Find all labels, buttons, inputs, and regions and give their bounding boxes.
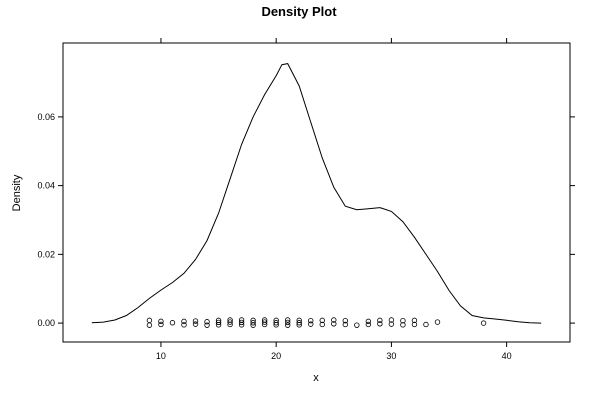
data-point bbox=[158, 318, 164, 325]
rug-points bbox=[146, 317, 487, 328]
data-point bbox=[434, 319, 441, 325]
axis-ticks bbox=[58, 38, 575, 347]
y-tick-label: 0.02 bbox=[37, 249, 55, 259]
x-tick-label: 10 bbox=[156, 351, 166, 361]
data-point bbox=[331, 317, 337, 323]
data-point bbox=[238, 319, 245, 326]
data-point bbox=[400, 317, 406, 324]
data-point bbox=[411, 317, 418, 324]
data-point bbox=[273, 320, 279, 326]
data-point bbox=[319, 317, 325, 324]
x-tick-label: 20 bbox=[271, 351, 281, 361]
x-axis-label: x bbox=[313, 372, 319, 384]
data-point bbox=[354, 322, 360, 328]
y-tick-label: 0.06 bbox=[37, 112, 55, 122]
data-point bbox=[331, 321, 337, 327]
data-point bbox=[342, 317, 349, 324]
data-point bbox=[388, 317, 395, 323]
axis-tick-labels: 10 20 30 40 0.00 0.02 0.04 0.06 bbox=[37, 112, 511, 361]
data-point bbox=[377, 321, 383, 327]
data-point bbox=[284, 322, 291, 328]
data-point bbox=[227, 321, 233, 328]
x-tick-label: 40 bbox=[502, 351, 512, 361]
data-point bbox=[215, 319, 222, 326]
data-point bbox=[238, 322, 245, 328]
data-point bbox=[342, 321, 349, 328]
data-point bbox=[181, 322, 187, 328]
chart-title: Density Plot bbox=[261, 4, 337, 19]
plot-frame bbox=[62, 42, 571, 343]
data-point bbox=[250, 320, 256, 326]
y-tick-label: 0.00 bbox=[37, 318, 55, 328]
data-point bbox=[273, 322, 279, 328]
data-point bbox=[204, 319, 210, 325]
data-point bbox=[480, 320, 487, 326]
data-point bbox=[169, 320, 176, 326]
density-curve bbox=[91, 63, 542, 324]
data-point bbox=[423, 321, 429, 328]
data-point bbox=[296, 320, 302, 326]
data-point bbox=[261, 321, 268, 328]
data-point bbox=[411, 321, 418, 328]
y-tick-label: 0.04 bbox=[37, 181, 55, 191]
y-axis-label: Density bbox=[11, 174, 23, 211]
data-point bbox=[284, 317, 291, 323]
data-point bbox=[250, 322, 256, 328]
data-point bbox=[215, 322, 222, 328]
data-point bbox=[146, 317, 153, 324]
data-point bbox=[227, 319, 233, 325]
data-point bbox=[158, 321, 164, 328]
data-point bbox=[377, 317, 383, 324]
data-point bbox=[181, 318, 187, 325]
data-point bbox=[308, 321, 314, 327]
data-point bbox=[365, 318, 372, 325]
data-point bbox=[284, 319, 291, 326]
data-point bbox=[146, 322, 153, 328]
data-point bbox=[204, 322, 210, 328]
data-point bbox=[192, 321, 199, 327]
x-tick-label: 30 bbox=[386, 351, 396, 361]
data-point bbox=[192, 318, 199, 324]
data-point bbox=[388, 321, 395, 327]
data-point bbox=[296, 322, 302, 328]
data-point bbox=[365, 321, 372, 328]
data-point bbox=[319, 321, 325, 328]
data-point bbox=[261, 319, 268, 325]
data-point bbox=[308, 317, 314, 324]
data-point bbox=[400, 322, 406, 328]
